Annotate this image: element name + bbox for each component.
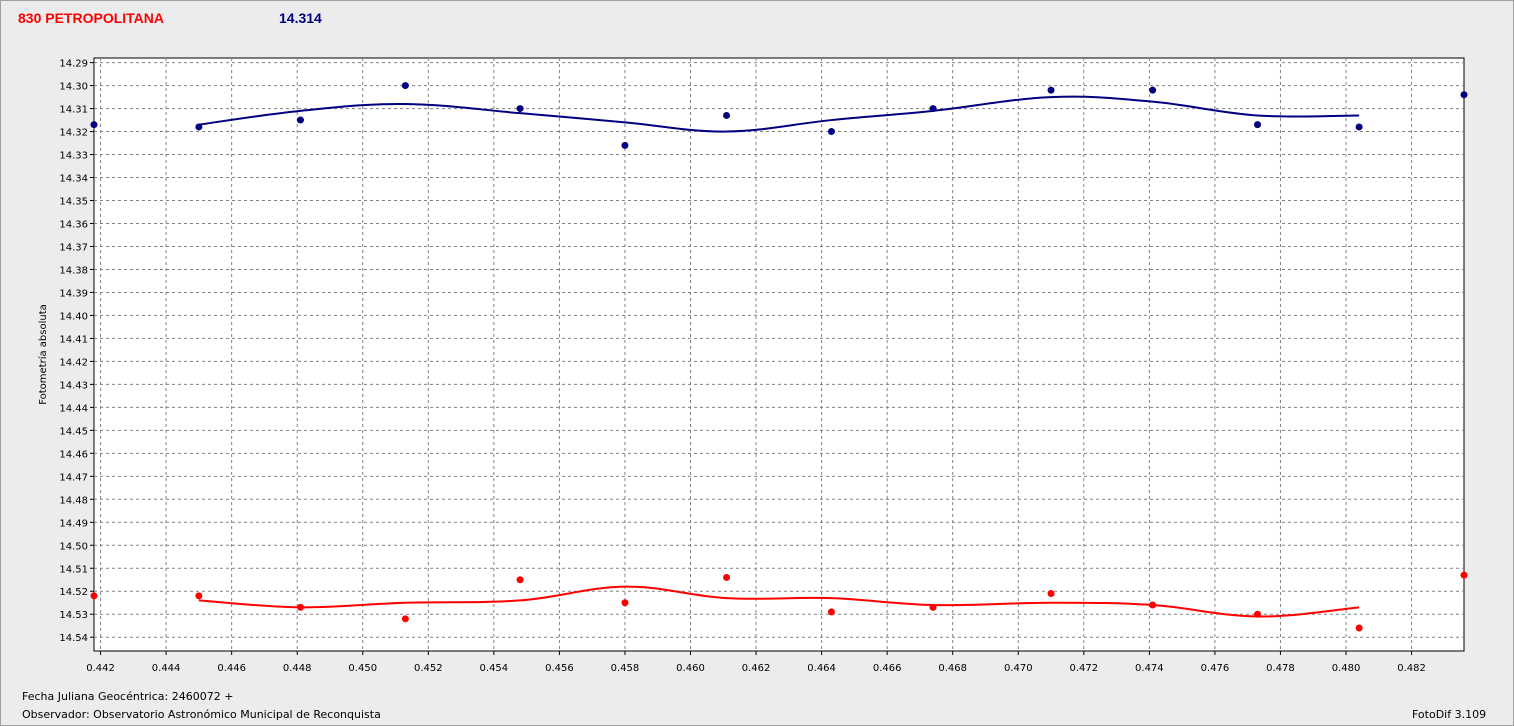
y-tick-label: 14.53 bbox=[59, 610, 88, 621]
x-tick-label: 0.482 bbox=[1397, 663, 1426, 674]
y-tick-label: 14.43 bbox=[59, 380, 88, 391]
y-tick-label: 14.47 bbox=[59, 472, 88, 483]
data-point-blue bbox=[1355, 123, 1363, 131]
data-point-red bbox=[1355, 624, 1363, 632]
x-tick-label: 0.460 bbox=[676, 663, 705, 674]
y-tick-label: 14.50 bbox=[59, 541, 88, 552]
y-tick-label: 14.31 bbox=[59, 105, 88, 116]
x-tick-label: 0.454 bbox=[480, 663, 509, 674]
data-point-blue bbox=[401, 82, 409, 90]
data-point-blue bbox=[929, 105, 937, 113]
y-tick-label: 14.37 bbox=[59, 242, 88, 253]
x-tick-label: 0.478 bbox=[1266, 663, 1295, 674]
data-point-red bbox=[195, 592, 203, 600]
data-point-red bbox=[516, 576, 524, 584]
y-tick-label: 14.39 bbox=[59, 288, 88, 299]
x-tick-label: 0.444 bbox=[152, 663, 181, 674]
y-tick-label: 14.33 bbox=[59, 151, 88, 162]
x-tick-label: 0.474 bbox=[1135, 663, 1164, 674]
data-point-red bbox=[723, 573, 731, 581]
y-tick-label: 14.52 bbox=[59, 587, 88, 598]
y-tick-label: 14.29 bbox=[59, 59, 88, 70]
data-point-red bbox=[296, 603, 304, 611]
data-point-blue bbox=[90, 121, 98, 129]
x-tick-label: 0.452 bbox=[414, 663, 443, 674]
x-tick-label: 0.464 bbox=[807, 663, 836, 674]
y-tick-label: 14.40 bbox=[59, 311, 88, 322]
data-point-red bbox=[1254, 610, 1262, 618]
plot-area bbox=[93, 57, 1465, 652]
y-tick-label: 14.45 bbox=[59, 426, 88, 437]
data-point-red bbox=[827, 608, 835, 616]
y-tick-label: 14.41 bbox=[59, 334, 88, 345]
data-point-blue bbox=[1149, 86, 1157, 94]
x-tick-label: 0.476 bbox=[1201, 663, 1230, 674]
y-tick-label: 14.54 bbox=[59, 633, 88, 644]
x-tick-label: 0.456 bbox=[545, 663, 574, 674]
object-magnitude: 14.314 bbox=[279, 10, 322, 26]
data-point-red bbox=[1460, 571, 1468, 579]
x-tick-label: 0.470 bbox=[1004, 663, 1033, 674]
data-point-blue bbox=[1047, 86, 1055, 94]
y-tick-label: 14.32 bbox=[59, 128, 88, 139]
data-point-red bbox=[401, 615, 409, 623]
data-point-red bbox=[929, 603, 937, 611]
object-name: 830 PETROPOLITANA bbox=[18, 10, 164, 26]
data-point-blue bbox=[1460, 91, 1468, 99]
x-tick-label: 0.466 bbox=[873, 663, 902, 674]
y-tick-label: 14.38 bbox=[59, 265, 88, 276]
y-tick-label: 14.46 bbox=[59, 449, 88, 460]
data-point-red bbox=[621, 599, 629, 607]
x-tick-label: 0.458 bbox=[611, 663, 640, 674]
x-tick-label: 0.480 bbox=[1332, 663, 1361, 674]
data-point-red bbox=[1149, 601, 1157, 609]
trend-line-blue bbox=[198, 95, 1360, 133]
y-tick-label: 14.36 bbox=[59, 219, 88, 230]
data-point-blue bbox=[827, 128, 835, 136]
x-tick-label: 0.472 bbox=[1069, 663, 1098, 674]
x-tick-label: 0.468 bbox=[938, 663, 967, 674]
data-point-blue bbox=[516, 105, 524, 113]
data-point-red bbox=[1047, 590, 1055, 598]
data-point-blue bbox=[621, 141, 629, 149]
x-tick-label: 0.462 bbox=[742, 663, 771, 674]
observer-label: Observador: Observatorio Astronómico Mun… bbox=[22, 708, 381, 721]
x-tick-label: 0.448 bbox=[283, 663, 312, 674]
software-version-label: FotoDif 3.109 bbox=[1412, 708, 1487, 721]
y-tick-label: 14.34 bbox=[59, 174, 88, 185]
y-tick-label: 14.51 bbox=[59, 564, 88, 575]
julian-date-label: Fecha Juliana Geocéntrica: 2460072 + bbox=[22, 690, 234, 703]
y-tick-label: 14.44 bbox=[59, 403, 88, 414]
y-tick-label: 14.48 bbox=[59, 495, 88, 506]
data-point-blue bbox=[296, 116, 304, 124]
data-point-red bbox=[90, 592, 98, 600]
data-point-blue bbox=[723, 111, 731, 119]
data-point-blue bbox=[1254, 121, 1262, 129]
y-tick-label: 14.49 bbox=[59, 518, 88, 529]
trend-line-red bbox=[198, 585, 1360, 618]
y-tick-label: 14.30 bbox=[59, 82, 88, 93]
x-tick-label: 0.450 bbox=[348, 663, 377, 674]
x-tick-label: 0.446 bbox=[217, 663, 246, 674]
data-point-blue bbox=[195, 123, 203, 131]
y-tick-label: 14.35 bbox=[59, 197, 88, 208]
y-tick-label: 14.42 bbox=[59, 357, 88, 368]
y-axis-label: Fotometría absoluta bbox=[37, 304, 49, 405]
x-tick-label: 0.442 bbox=[86, 663, 115, 674]
